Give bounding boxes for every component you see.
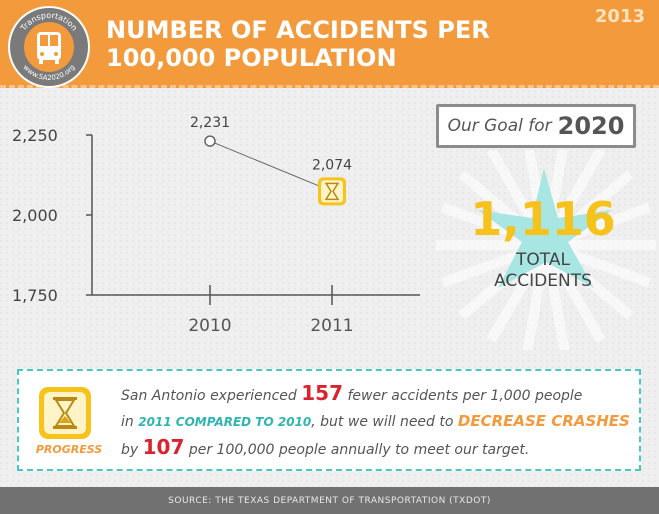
star-icon xyxy=(478,168,612,288)
goal-year: 2020 xyxy=(557,112,625,140)
year-badge: 2013 xyxy=(594,6,645,27)
title-line-2: 100,000 POPULATION xyxy=(106,44,397,72)
series-line xyxy=(209,140,333,192)
text-segment: by xyxy=(121,442,143,458)
progress-box: PROGRESS San Antonio experienced 157 few… xyxy=(17,369,641,471)
x-tick-label: 2011 xyxy=(310,316,353,336)
annual-decrease-value: 107 xyxy=(142,435,185,459)
goal-label-line-1: TOTAL xyxy=(516,250,570,270)
accidents-line-chart: 2,250 2,000 1,750 2010 2011 2,231 2,074 xyxy=(12,115,420,336)
goal-label-line-2: ACCIDENTS xyxy=(494,271,592,291)
hourglass-icon-inner xyxy=(321,180,343,203)
text-segment: in xyxy=(121,414,139,430)
source-footer: SOURCE: THE TEXAS DEPARTMENT OF TRANSPOR… xyxy=(0,487,659,514)
goal-text: Our Goal for xyxy=(447,116,552,136)
fewer-accidents-value: 157 xyxy=(301,381,343,405)
goal-box: Our Goal for 2020 xyxy=(436,104,636,148)
y-tick-label: 2,250 xyxy=(12,126,58,145)
data-label: 2,074 xyxy=(312,157,352,173)
progress-label: PROGRESS xyxy=(35,443,103,456)
header-banner: NUMBER OF ACCIDENTS PER 100,000 POPULATI… xyxy=(0,0,659,88)
page-title: NUMBER OF ACCIDENTS PER 100,000 POPULATI… xyxy=(106,16,526,72)
x-tick-label: 2010 xyxy=(188,316,231,336)
text-segment: , but we will need to xyxy=(311,414,458,430)
hourglass-icon xyxy=(39,387,91,439)
bus-icon xyxy=(37,32,61,64)
data-point xyxy=(204,135,216,147)
goal-label: TOTAL ACCIDENTS xyxy=(448,250,638,292)
text-segment: fewer accidents per 1,000 people xyxy=(343,388,583,404)
decrease-highlight: DECREASE CRASHES xyxy=(457,412,630,430)
y-tick-label: 1,750 xyxy=(12,286,58,305)
progress-line-3: by 107 per 100,000 people annually to me… xyxy=(121,435,631,463)
progress-line-1: San Antonio experienced 157 fewer accide… xyxy=(121,381,631,409)
star-burst-icon xyxy=(436,150,656,350)
text-segment: San Antonio experienced xyxy=(121,388,302,404)
progress-text: San Antonio experienced 157 fewer accide… xyxy=(121,381,631,463)
hourglass-shape xyxy=(324,182,340,201)
data-label: 2,231 xyxy=(190,115,230,131)
progress-line-2: in 2011 COMPARED TO 2010, but we will ne… xyxy=(121,409,631,435)
title-line-1: NUMBER OF ACCIDENTS PER xyxy=(106,16,490,44)
y-tick-label: 2,000 xyxy=(12,206,58,225)
text-segment: per 100,000 people annually to meet our … xyxy=(184,442,530,458)
logo: Transportation www.SA2020.org xyxy=(8,6,90,88)
goal-number: 1,116 xyxy=(470,192,616,246)
comparison-highlight: 2011 COMPARED TO 2010 xyxy=(138,415,312,429)
